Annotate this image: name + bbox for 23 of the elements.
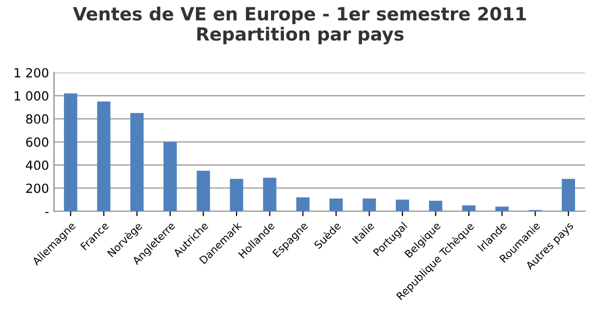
y-tick-label: 800	[26, 114, 48, 124]
bar	[130, 113, 144, 212]
bar	[230, 178, 244, 212]
y-tick-label: 400	[26, 160, 48, 170]
bar	[97, 101, 110, 212]
bar	[196, 170, 210, 212]
bar	[64, 93, 78, 212]
y-tick-label: 1 200	[14, 68, 48, 78]
bar	[362, 198, 376, 212]
bar	[429, 200, 442, 212]
y-tick-label: 1 000	[14, 91, 48, 101]
bar	[462, 205, 476, 212]
bar	[329, 198, 343, 212]
y-tick-label: 600	[26, 137, 48, 147]
y-tick-label: 200	[26, 184, 48, 194]
bar	[263, 178, 276, 212]
bar	[396, 200, 410, 212]
y-tick-label: -	[45, 212, 49, 214]
chart-title: Ventes de VE en Europe - 1er semestre 2011 Repartition par pays	[72, 6, 526, 44]
bar	[296, 197, 310, 212]
bar	[495, 206, 509, 212]
bar	[164, 142, 177, 212]
bar	[562, 178, 576, 212]
